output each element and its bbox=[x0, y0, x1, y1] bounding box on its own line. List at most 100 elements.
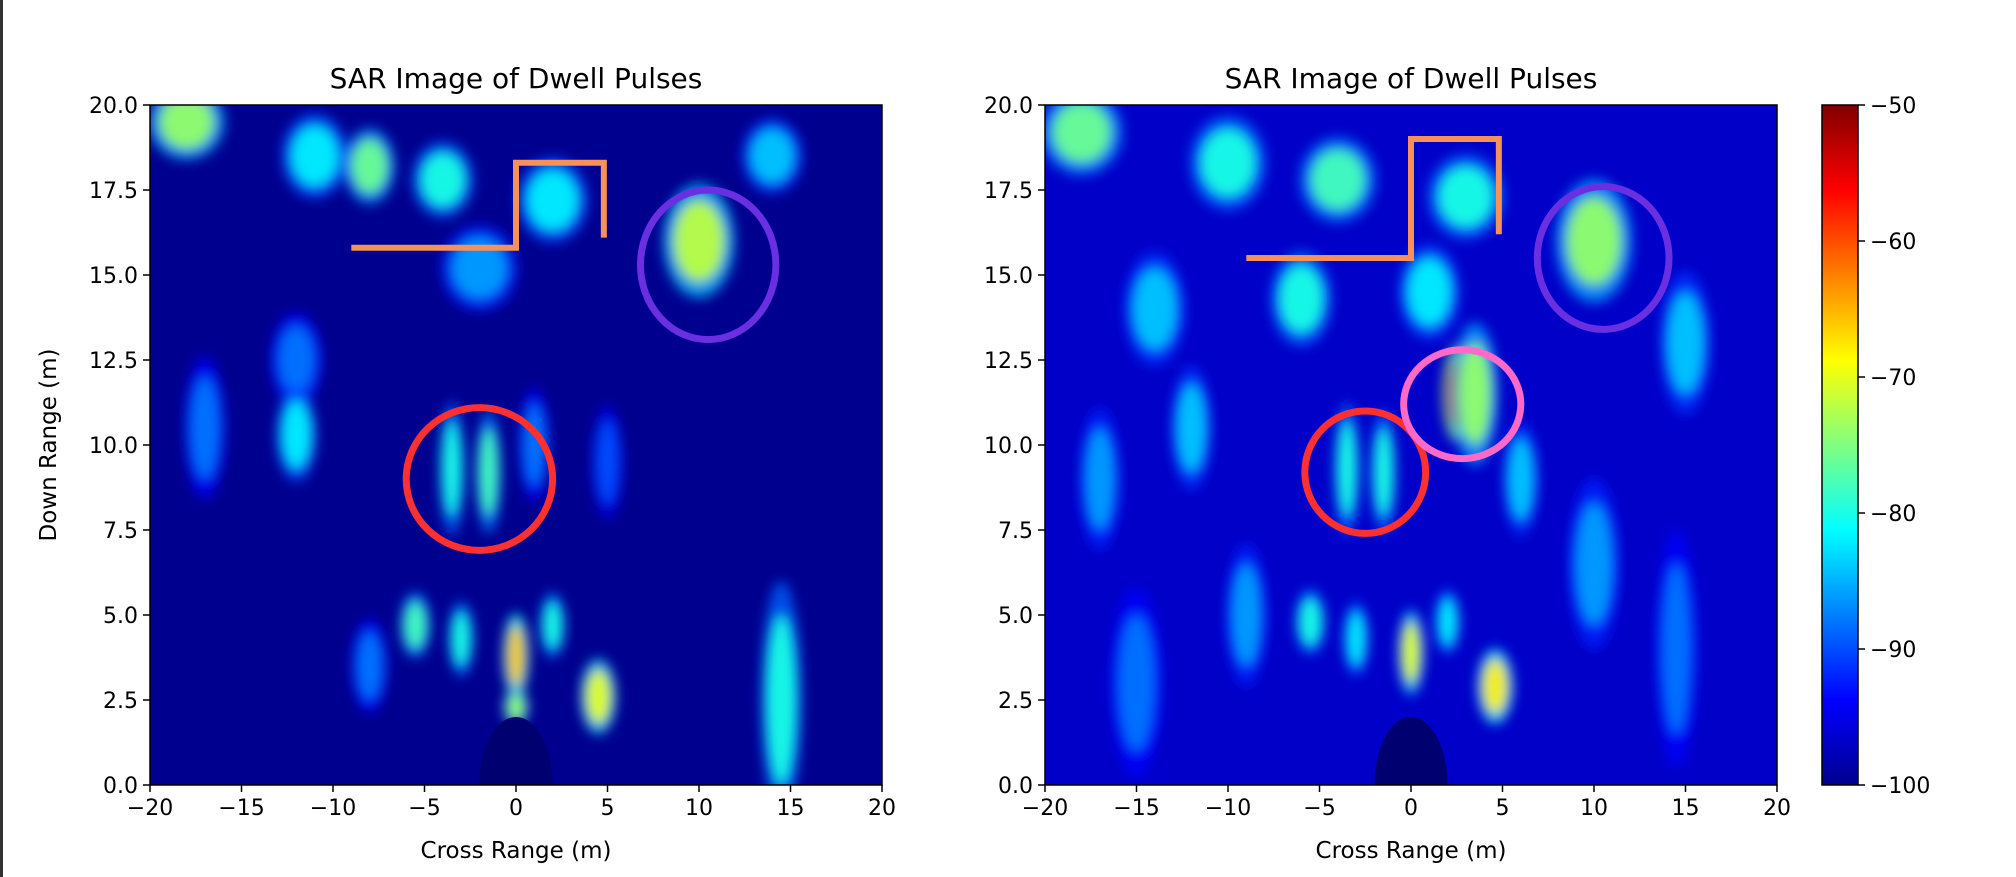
heatmap-hotspot bbox=[1374, 428, 1393, 517]
y-tick-label: 10.0 bbox=[984, 434, 1033, 459]
annotation-circle bbox=[636, 186, 780, 344]
heatmap-hotspot bbox=[596, 421, 619, 503]
y-tick-label: 7.5 bbox=[103, 519, 138, 544]
annotation-circle bbox=[402, 404, 557, 554]
x-tick-label: 0 bbox=[509, 796, 523, 821]
heatmap-hotspot bbox=[451, 237, 507, 299]
heatmap-hotspot bbox=[281, 400, 312, 469]
y-axis-label-left: Down Range (m) bbox=[36, 348, 62, 541]
heatmap-hotspot bbox=[766, 615, 796, 785]
dark-dome-shape bbox=[1374, 717, 1448, 785]
y-tick-label: 15.0 bbox=[89, 264, 138, 289]
heatmap-hotspot bbox=[526, 169, 579, 231]
heatmap-hotspot bbox=[1085, 428, 1115, 530]
heatmap-hotspot bbox=[543, 601, 562, 649]
y-tick-label: 20.0 bbox=[89, 94, 138, 119]
y-tick-label: 7.5 bbox=[998, 519, 1033, 544]
x-tick-label: −20 bbox=[1022, 796, 1068, 821]
y-tick-label: 10.0 bbox=[89, 434, 138, 459]
annotation-bracket bbox=[1246, 136, 1502, 261]
plot-title-right: SAR Image of Dwell Pulses bbox=[1225, 62, 1598, 95]
x-tick-label: −10 bbox=[310, 796, 356, 821]
annotation-circle bbox=[1301, 407, 1430, 537]
y-tick-label: 0.0 bbox=[998, 774, 1033, 799]
heatmap-hotspot bbox=[1279, 264, 1324, 333]
annotation-circle bbox=[1400, 346, 1525, 463]
x-tick-label: −20 bbox=[127, 796, 173, 821]
annotation-layer bbox=[351, 159, 780, 554]
x-tick-label: −5 bbox=[408, 796, 440, 821]
annotation-circle bbox=[1533, 183, 1673, 333]
heatmap-hotspot bbox=[1507, 438, 1534, 520]
x-axis-ticks: −20 −15 −10 −5 0 5 10 15 20 bbox=[1022, 785, 1791, 821]
heatmap-hotspot bbox=[479, 428, 498, 517]
y-tick-label: 2.5 bbox=[998, 689, 1033, 714]
heatmap-hotspot bbox=[1337, 421, 1357, 517]
heatmap-hotspot bbox=[506, 625, 526, 687]
dark-dome bbox=[479, 717, 553, 785]
y-tick-label: 12.5 bbox=[89, 349, 138, 374]
heatmap-hotspot bbox=[404, 601, 427, 649]
heatmap-hotspot bbox=[1401, 621, 1421, 684]
y-tick-label: 20.0 bbox=[984, 94, 1033, 119]
colorbar: −50 −60 −70 −80 −90 −100 bbox=[1821, 94, 1930, 799]
sar-panel-left: SAR Image of Dwell Pulses −20 −15 −10 −5 0 5 1… bbox=[36, 62, 896, 864]
colorbar-gradient bbox=[1821, 104, 1859, 786]
heatmap-hotspot bbox=[1118, 615, 1155, 751]
heatmap-hotspot bbox=[1299, 598, 1322, 646]
heatmap-hotspot bbox=[278, 326, 315, 394]
sar-panel-right: SAR Image of Dwell Pulses −20 −15 −10 −5 0 5 1… bbox=[984, 62, 1791, 864]
x-tick-label: −10 bbox=[1205, 796, 1251, 821]
heatmap-hotspot bbox=[1575, 502, 1613, 626]
y-tick-label: 5.0 bbox=[998, 604, 1033, 629]
heatmap-hotspot bbox=[420, 152, 465, 207]
heatmap-hotspot bbox=[673, 200, 725, 282]
heatmap-hotspot bbox=[290, 125, 339, 187]
x-tick-label: 20 bbox=[1763, 796, 1791, 821]
heatmap-hotspot bbox=[1200, 128, 1256, 197]
heatmap-hotspot bbox=[1661, 564, 1691, 734]
colorbar-tick-label: −90 bbox=[1870, 638, 1916, 663]
x-axis-label-left: Cross Range (m) bbox=[421, 838, 612, 864]
x-tick-label: 20 bbox=[868, 796, 896, 821]
heatmap-hotspot bbox=[190, 377, 220, 479]
x-tick-label: 10 bbox=[685, 796, 713, 821]
dark-dome bbox=[1374, 717, 1448, 785]
x-axis-ticks: −20 −15 −10 −5 0 5 10 15 20 bbox=[127, 785, 896, 821]
x-tick-label: 15 bbox=[1672, 796, 1700, 821]
y-tick-label: 5.0 bbox=[103, 604, 138, 629]
heatmap-hotspot bbox=[506, 693, 526, 721]
x-axis-label-right: Cross Range (m) bbox=[1316, 838, 1507, 864]
colorbar-tick-label: −50 bbox=[1870, 94, 1916, 119]
colorbar-tick-label: −80 bbox=[1870, 502, 1916, 527]
plot-title-left: SAR Image of Dwell Pulses bbox=[330, 62, 703, 95]
x-tick-label: 5 bbox=[601, 796, 615, 821]
heatmap-hotspots bbox=[150, 105, 803, 785]
y-tick-label: 15.0 bbox=[984, 264, 1033, 289]
heatmap-hotspot bbox=[1310, 149, 1366, 211]
colorbar-tick-label: −100 bbox=[1870, 774, 1930, 799]
window-left-border bbox=[0, 0, 3, 877]
heatmap-hotspot bbox=[1566, 196, 1622, 286]
x-tick-label: −15 bbox=[218, 796, 264, 821]
heatmap-hotspot bbox=[356, 632, 383, 700]
heatmap-hotspot bbox=[351, 139, 388, 194]
heatmap-hotspot bbox=[750, 128, 795, 184]
x-tick-label: −15 bbox=[1113, 796, 1159, 821]
colorbar-tick-label: −70 bbox=[1870, 366, 1916, 391]
heatmap-hotspot bbox=[1458, 343, 1492, 445]
annotation-bracket bbox=[351, 159, 607, 251]
heatmap-hotspot bbox=[159, 105, 215, 150]
colorbar-ticks: −50 −60 −70 −80 −90 −100 bbox=[1858, 94, 1930, 799]
y-tick-label: 2.5 bbox=[103, 689, 138, 714]
colorbar-tick-label: −60 bbox=[1870, 230, 1916, 255]
heatmap-hotspot bbox=[442, 421, 462, 517]
heatmap-hotspot bbox=[1482, 659, 1508, 714]
heatmap-hotspot bbox=[1346, 611, 1366, 666]
heatmap-hotspot bbox=[585, 669, 612, 724]
x-tick-label: −5 bbox=[1303, 796, 1335, 821]
heatmap-hotspot bbox=[1231, 564, 1261, 666]
heatmap-hotspot bbox=[1176, 383, 1207, 473]
y-axis-ticks: 0.0 2.5 5.0 7.5 10.0 12.5 15.0 17.5 20.0 bbox=[984, 94, 1045, 799]
